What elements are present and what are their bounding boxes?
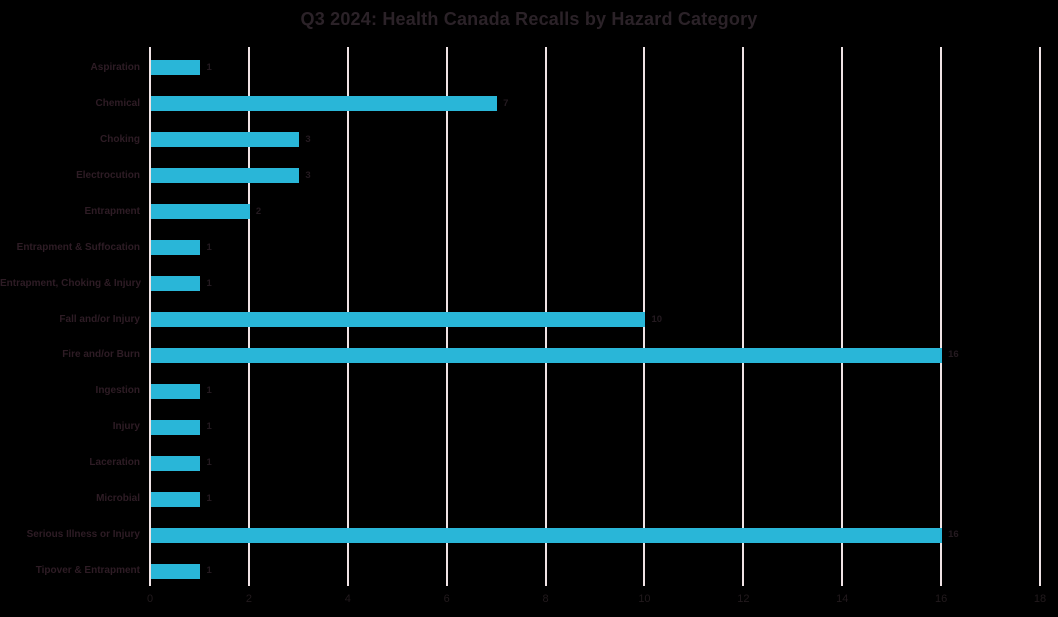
value-label: 7 bbox=[503, 97, 509, 109]
value-label: 2 bbox=[255, 205, 262, 217]
bar bbox=[151, 60, 201, 76]
value-label: 10 bbox=[651, 313, 663, 325]
category-label: Tipover & Entrapment bbox=[35, 565, 140, 577]
category-label: Choking bbox=[100, 133, 140, 145]
value-label: 1 bbox=[206, 61, 212, 73]
x-tick-label: 12 bbox=[737, 593, 750, 605]
x-tick-label: 8 bbox=[542, 593, 549, 605]
value-label: 3 bbox=[305, 169, 311, 181]
bar bbox=[151, 168, 300, 184]
gridline bbox=[1039, 47, 1041, 586]
category-label: Fall and/or Injury bbox=[59, 313, 140, 325]
gridline bbox=[940, 47, 943, 586]
value-label: 1 bbox=[206, 493, 212, 505]
bar bbox=[151, 491, 201, 507]
value-label: 1 bbox=[206, 241, 212, 253]
category-label: Chemical bbox=[95, 97, 140, 109]
gridline bbox=[742, 47, 745, 586]
bar bbox=[151, 455, 201, 471]
category-label: Aspiration bbox=[90, 61, 140, 73]
bar bbox=[151, 563, 201, 579]
category-label: Ingestion bbox=[95, 385, 140, 397]
value-label: 1 bbox=[206, 385, 212, 397]
x-tick-label: 10 bbox=[638, 593, 651, 605]
value-label: 1 bbox=[206, 277, 212, 289]
value-label: 16 bbox=[948, 529, 959, 541]
category-label: Electrocution bbox=[76, 169, 140, 181]
category-label: Entrapment, Choking & Injury bbox=[0, 277, 142, 289]
x-tick-label: 6 bbox=[443, 593, 450, 605]
bar bbox=[151, 383, 201, 399]
category-label: Serious Illness or Injury bbox=[26, 529, 140, 541]
bar bbox=[151, 312, 646, 327]
chart-title: Q3 2024: Health Canada Recalls by Hazard… bbox=[300, 9, 758, 29]
gridline bbox=[149, 47, 151, 586]
value-label: 16 bbox=[948, 349, 959, 361]
category-label: Injury bbox=[112, 421, 140, 433]
category-label: Microbial bbox=[96, 493, 140, 505]
value-label: 1 bbox=[206, 565, 212, 577]
category-label: Entrapment & Suffocation bbox=[16, 241, 140, 253]
value-label: 3 bbox=[305, 133, 311, 145]
bar bbox=[151, 204, 250, 220]
bar bbox=[151, 96, 498, 112]
bar bbox=[151, 527, 943, 543]
gridline bbox=[841, 47, 844, 586]
x-tick-label: 18 bbox=[1033, 593, 1047, 605]
value-label: 1 bbox=[206, 421, 212, 433]
x-tick-label: 2 bbox=[245, 593, 252, 605]
x-tick-label: 4 bbox=[344, 593, 351, 605]
x-tick-label: 14 bbox=[836, 593, 849, 605]
category-label: Entrapment bbox=[84, 205, 140, 217]
category-label: Fire and/or Burn bbox=[62, 349, 140, 361]
bar bbox=[151, 132, 300, 148]
x-tick-label: 16 bbox=[934, 593, 948, 605]
category-label: Laceration bbox=[89, 457, 140, 469]
bar bbox=[151, 419, 201, 435]
bar bbox=[151, 276, 201, 292]
value-label: 1 bbox=[206, 457, 212, 469]
x-tick-label: 0 bbox=[146, 593, 154, 605]
bar bbox=[151, 240, 201, 256]
bar bbox=[151, 347, 943, 363]
